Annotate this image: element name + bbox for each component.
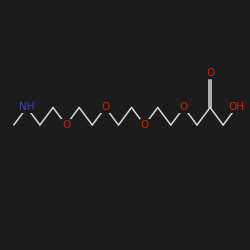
Text: NH: NH: [19, 102, 34, 113]
Text: O: O: [140, 120, 149, 130]
Text: OH: OH: [228, 102, 244, 113]
Text: O: O: [101, 102, 110, 113]
Text: O: O: [180, 102, 188, 113]
Text: O: O: [206, 68, 214, 78]
Text: O: O: [62, 120, 70, 130]
